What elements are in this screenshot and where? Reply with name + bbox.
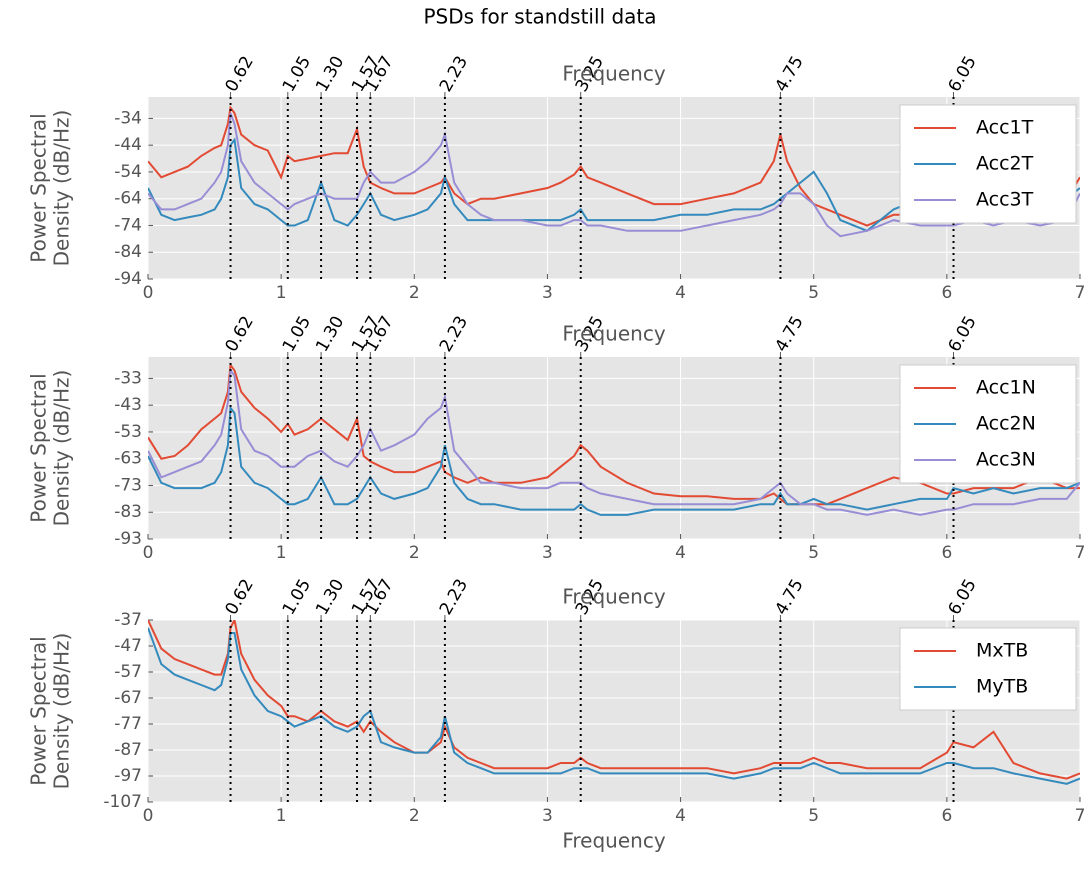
x-tick-label: 6 (941, 543, 952, 563)
y-axis-label: Power Spectral (27, 636, 51, 785)
x-tick-label: 1 (276, 543, 287, 563)
y-axis-label: Power Spectral (27, 113, 51, 262)
top-tick-label: 1.30 (312, 313, 348, 356)
top-tick-label: 4.75 (771, 313, 807, 356)
x-tick-label: 7 (1075, 283, 1086, 303)
y-tick-label: -77 (114, 714, 142, 734)
series-line (148, 137, 1080, 232)
y-tick-label: -67 (114, 688, 142, 708)
y-tick-label: -73 (114, 475, 142, 495)
x-tick-label: 3 (542, 283, 553, 303)
top-tick-label: 1.30 (312, 576, 348, 619)
y-tick-label: -37 (114, 610, 142, 630)
y-axis-label: Density (dB/Hz) (50, 110, 74, 267)
x-tick-label: 0 (143, 283, 154, 303)
y-axis-label: Density (dB/Hz) (50, 633, 74, 790)
top-axis-label: Frequency (562, 62, 665, 86)
x-tick-label: 5 (808, 806, 819, 826)
legend-label: Acc3N (976, 449, 1036, 471)
legend-label: Acc2T (976, 153, 1034, 175)
x-tick-label: 4 (675, 543, 686, 563)
y-tick-label: -94 (114, 269, 142, 289)
x-tick-label: 6 (941, 806, 952, 826)
subplot: -107 -97 -87 -77 -67 -57 -47 -37 0 1 2 3 4 5 6 7 0.62 1.0… (27, 576, 1086, 853)
series-line (148, 105, 1080, 227)
y-tick-label: -47 (114, 636, 142, 656)
y-tick-label: -53 (114, 422, 142, 442)
x-tick-label: 3 (542, 543, 553, 563)
series-line (148, 627, 1080, 785)
y-tick-label: -93 (114, 529, 142, 549)
y-tick-label: -87 (114, 740, 142, 760)
y-tick-label: -44 (114, 135, 142, 155)
series-line (148, 620, 1080, 780)
series-line (148, 362, 1080, 506)
top-tick-label: 2.23 (436, 53, 472, 96)
x-tick-label: 5 (808, 543, 819, 563)
x-tick-label: 0 (143, 543, 154, 563)
x-tick-label: 1 (276, 806, 287, 826)
top-tick-label: 2.23 (436, 576, 472, 619)
series-line (148, 112, 1080, 238)
top-tick-label: 6.05 (945, 313, 981, 356)
subplot: -94 -84 -74 -64 -54 -44 -34 0 1 2 3 4 5 6 7 0.62 1.051.3… (27, 53, 1086, 303)
x-tick-label: 2 (409, 283, 420, 303)
x-tick-label: 1 (276, 283, 287, 303)
legend-label: Acc2N (976, 413, 1036, 435)
top-tick-label: 6.05 (945, 53, 981, 96)
x-tick-label: 4 (675, 806, 686, 826)
y-tick-label: -33 (114, 368, 142, 388)
top-tick-label: 0.62 (222, 576, 258, 619)
y-tick-label: -34 (114, 108, 142, 128)
top-tick-label: 1.05 (279, 576, 315, 619)
legend-label: MyTB (976, 676, 1028, 698)
top-axis-label: Frequency (562, 585, 665, 609)
top-axis-label: Frequency (562, 322, 665, 346)
subplot: -93 -83 -73 -63 -53 -43 -33 0 1 2 3 4 5 6 7 0.62 1.051.3… (27, 313, 1086, 563)
legend-label: Acc3T (976, 189, 1034, 211)
x-axis-label: Frequency (562, 829, 665, 853)
x-tick-label: 2 (409, 806, 420, 826)
x-tick-label: 6 (941, 283, 952, 303)
top-tick-label: 1.05 (279, 313, 315, 356)
series-line (148, 367, 1080, 516)
y-tick-label: -74 (114, 215, 142, 235)
top-tick-label: 1.05 (279, 53, 315, 96)
y-tick-label: -64 (114, 189, 142, 209)
series-line (148, 405, 1080, 516)
top-tick-label: 4.75 (771, 576, 807, 619)
x-tick-label: 5 (808, 283, 819, 303)
legend-label: MxTB (976, 640, 1028, 662)
top-tick-label: 2.23 (436, 313, 472, 356)
y-tick-label: -57 (114, 662, 142, 682)
legend-label: Acc1T (976, 117, 1034, 139)
x-tick-label: 0 (143, 806, 154, 826)
x-tick-label: 4 (675, 283, 686, 303)
top-tick-label: 4.75 (771, 53, 807, 96)
legend-box (899, 627, 1077, 711)
figure-title: PSDs for standstill data (423, 5, 656, 29)
top-tick-label: 1.30 (312, 53, 348, 96)
y-tick-label: -107 (103, 792, 142, 812)
y-tick-label: -84 (114, 242, 142, 262)
y-tick-label: -83 (114, 502, 142, 522)
x-tick-label: 3 (542, 806, 553, 826)
legend-label: Acc1N (976, 377, 1036, 399)
y-axis-label: Power Spectral (27, 373, 51, 522)
x-tick-label: 2 (409, 543, 420, 563)
top-tick-label: 6.05 (945, 576, 981, 619)
top-tick-label: 0.62 (222, 53, 258, 96)
top-tick-label: 0.62 (222, 313, 258, 356)
x-tick-label: 7 (1075, 806, 1086, 826)
y-tick-label: -54 (114, 162, 142, 182)
y-tick-label: -43 (114, 395, 142, 415)
x-tick-label: 7 (1075, 543, 1086, 563)
y-axis-label: Density (dB/Hz) (50, 370, 74, 527)
y-tick-label: -63 (114, 449, 142, 469)
y-tick-label: -97 (114, 766, 142, 786)
